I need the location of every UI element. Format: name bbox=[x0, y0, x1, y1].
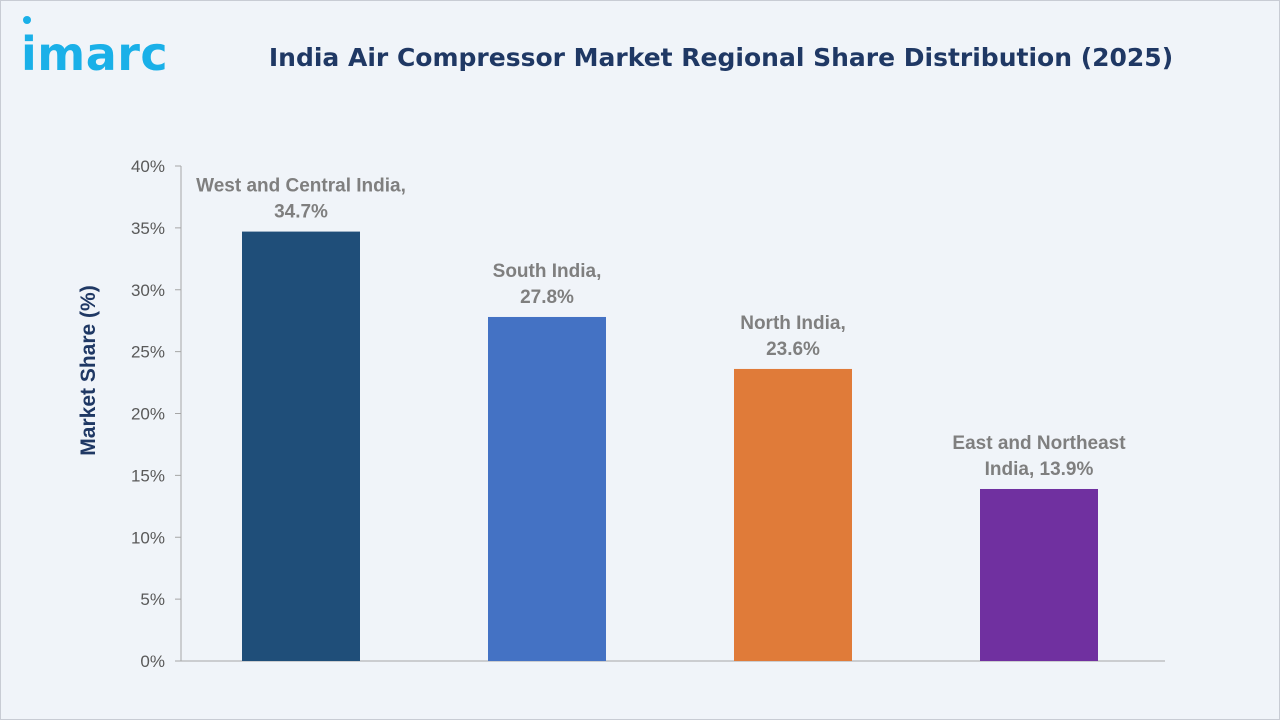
bar-data-label: 27.8% bbox=[520, 287, 574, 308]
bar-data-label: North India, bbox=[740, 313, 846, 334]
bar-data-label: 34.7% bbox=[274, 202, 328, 223]
bar-data-label: East and Northeast bbox=[952, 433, 1126, 454]
bar bbox=[242, 231, 360, 661]
y-tick-label: 25% bbox=[131, 343, 165, 362]
y-tick-label: 15% bbox=[131, 466, 165, 485]
bar-data-label: West and Central India, bbox=[196, 176, 406, 197]
y-axis-title: Market Share (%) bbox=[77, 285, 100, 455]
bar bbox=[980, 488, 1098, 661]
y-tick-label: 35% bbox=[131, 219, 165, 238]
bar-data-label: 23.6% bbox=[766, 339, 820, 360]
y-tick-label: 0% bbox=[140, 652, 165, 671]
bar bbox=[488, 316, 606, 661]
chart-title: India Air Compressor Market Regional Sha… bbox=[268, 43, 1174, 72]
y-tick-label: 30% bbox=[131, 281, 165, 300]
bar-data-label: India, 13.9% bbox=[985, 459, 1094, 480]
y-tick-label: 40% bbox=[131, 157, 165, 176]
logo-dot bbox=[23, 16, 31, 24]
y-tick-label: 20% bbox=[131, 405, 165, 424]
y-tick-label: 5% bbox=[140, 590, 165, 609]
y-tick-label: 10% bbox=[131, 528, 165, 547]
bar-data-label: South India, bbox=[493, 261, 602, 282]
imarc-logo: imarc bbox=[21, 27, 169, 81]
bar bbox=[734, 368, 852, 661]
